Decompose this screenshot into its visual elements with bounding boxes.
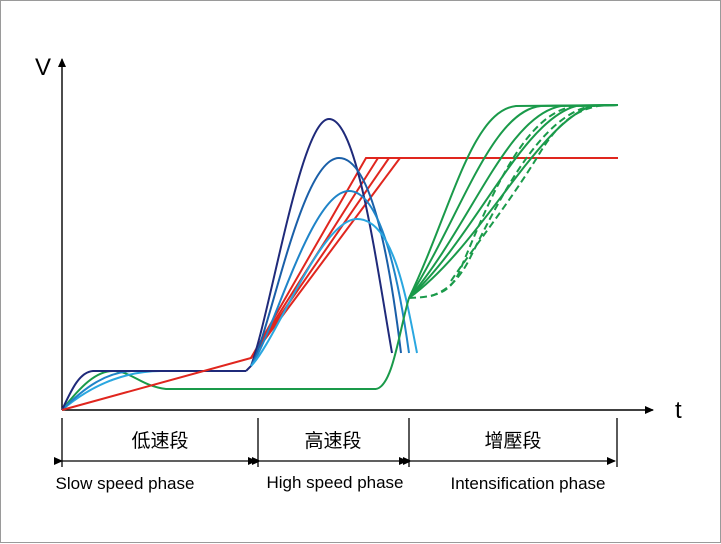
curve-light-slow bbox=[61, 370, 162, 411]
phase-label-cn-high: 高速段 bbox=[304, 430, 361, 452]
green-dash-2 bbox=[430, 104, 619, 297]
phase-label-en-slow: Slow speed phase bbox=[56, 474, 195, 493]
green-solid-5 bbox=[408, 104, 619, 299]
phase-label-en-high: High speed phase bbox=[266, 473, 403, 492]
hump-blue-light bbox=[250, 217, 418, 367]
green-rise bbox=[375, 297, 410, 390]
red-line-3 bbox=[250, 157, 390, 359]
phase-label-cn-intensification: 增壓段 bbox=[484, 430, 541, 452]
green-solid-3 bbox=[408, 104, 619, 299]
green-solid-1 bbox=[408, 104, 619, 299]
curve-navy-slow bbox=[61, 370, 246, 411]
slow-phase-curves bbox=[61, 369, 376, 411]
x-axis-label: t bbox=[675, 397, 682, 424]
phase-label-en-intensification: Intensification phase bbox=[451, 474, 606, 493]
green-dash-3 bbox=[450, 104, 607, 282]
hump-blue-dark bbox=[250, 156, 402, 367]
y-axis-label: V bbox=[35, 54, 51, 81]
green-solid-4 bbox=[408, 104, 619, 299]
hump-blue-mid bbox=[250, 189, 410, 367]
intensification-curves bbox=[375, 104, 619, 390]
phase-label-cn-slow: 低速段 bbox=[131, 430, 188, 452]
red-line-4 bbox=[250, 157, 401, 359]
high-speed-curves bbox=[245, 117, 418, 372]
hump-navy bbox=[245, 117, 393, 372]
red-line-1 bbox=[61, 157, 618, 411]
green-solid-2 bbox=[408, 104, 619, 299]
intensification-dashed bbox=[408, 104, 619, 299]
green-dash-1 bbox=[408, 104, 619, 299]
